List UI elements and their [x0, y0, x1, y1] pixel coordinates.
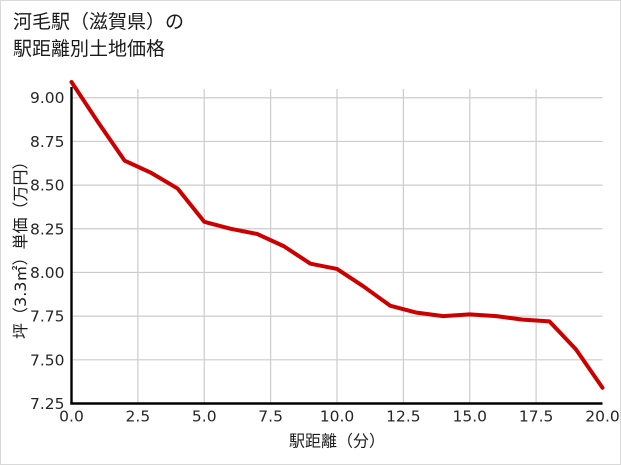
y-tick-label: 9.00: [30, 89, 65, 107]
x-tick-label: 2.5: [126, 408, 151, 426]
y-tick-label: 7.50: [30, 351, 65, 369]
y-tick-label: 8.00: [30, 264, 65, 282]
y-tick-label: 7.75: [30, 308, 65, 326]
x-tick-label: 10.0: [320, 408, 355, 426]
y-tick-label: 8.75: [30, 133, 65, 151]
x-tick-label: 7.5: [258, 408, 283, 426]
x-tick-label: 17.5: [519, 408, 554, 426]
x-axis-title: 駅距離（分）: [289, 432, 385, 451]
y-axis-title: 坪（3.3㎡）単価（万円）: [11, 154, 30, 339]
y-tick-label: 7.25: [30, 395, 65, 413]
x-tick-label: 12.5: [386, 408, 421, 426]
y-tick-label: 8.25: [30, 220, 65, 238]
y-tick-labels: 7.25 7.50 7.75 8.00 8.25 8.50 8.75 9.00: [30, 89, 65, 413]
x-tick-label: 15.0: [452, 408, 487, 426]
grid-lines: [71, 89, 603, 404]
x-tick-labels: 0.0 2.5 5.0 7.5 10.0 12.5 15.0 17.5 20.0: [59, 408, 620, 426]
x-tick-label: 20.0: [585, 408, 620, 426]
y-tick-label: 8.50: [30, 177, 65, 195]
x-tick-label: 0.0: [59, 408, 84, 426]
x-tick-label: 5.0: [192, 408, 217, 426]
plot-frame: [70, 87, 603, 405]
data-series-line: [69, 80, 605, 390]
chart-title: 河毛駅（滋賀県）の 駅距離別土地価格: [13, 11, 185, 60]
